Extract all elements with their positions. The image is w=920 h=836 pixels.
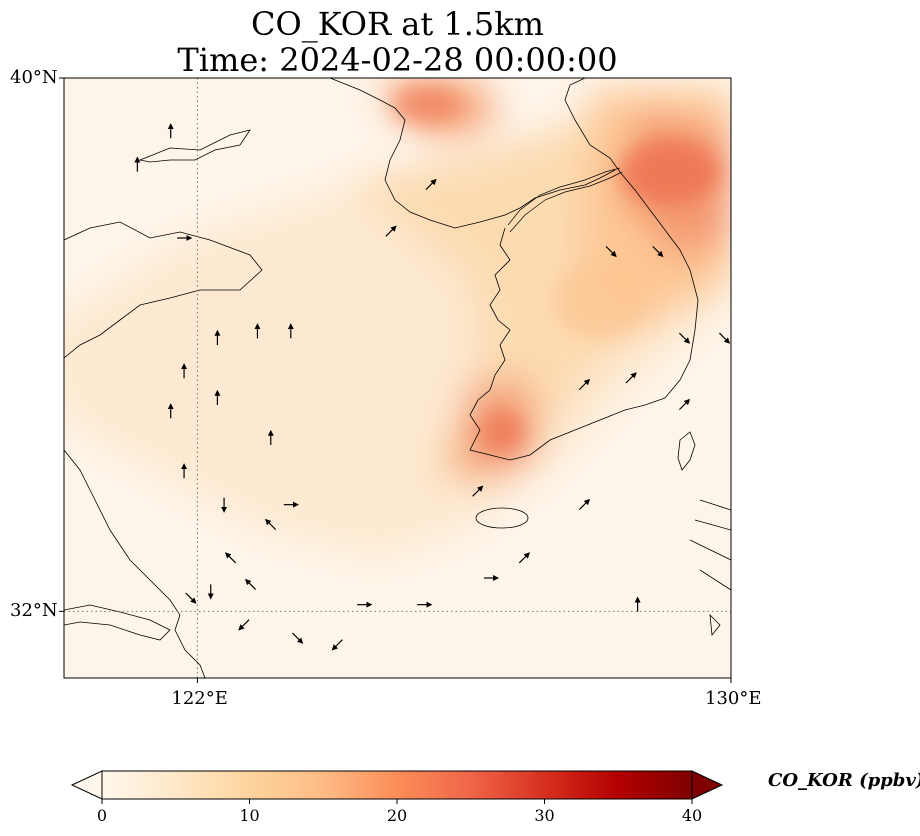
colorbar-label: CO_KOR (ppbv) — [768, 770, 920, 791]
colorbar-tick-label: 40 — [681, 806, 703, 825]
map-frame — [63, 77, 732, 679]
wind-vector-arrow — [185, 592, 197, 604]
korea-east-coast — [564, 78, 699, 399]
wind-vector-arrow — [238, 619, 250, 631]
korea-border — [507, 167, 623, 233]
wind-vector-arrow — [625, 372, 637, 384]
colorbar-extend-low — [70, 770, 103, 800]
jiangsu-coast — [64, 449, 206, 678]
wind-vector-arrow — [678, 332, 691, 344]
kyushu-coast — [689, 499, 731, 591]
wind-vector-arrow — [518, 552, 531, 564]
coastlines — [64, 78, 731, 678]
liaoning-coast — [329, 78, 616, 229]
liaodong-coast — [138, 129, 251, 163]
wind-vectors — [134, 123, 731, 651]
colorbar-tick-label: 20 — [386, 806, 408, 825]
colorbar-ticks — [101, 799, 693, 804]
tsushima — [677, 431, 696, 471]
figure-title-line2: Time: 2024-02-28 00:00:00 — [177, 41, 618, 79]
wind-vector-arrow — [292, 632, 304, 644]
wind-vector-arrow — [425, 178, 437, 191]
wind-vector-arrow — [224, 552, 237, 564]
colorbar-body — [101, 770, 693, 800]
wind-vector-arrow — [652, 245, 664, 258]
wind-vector-arrow — [331, 639, 343, 651]
jeju-island — [475, 507, 529, 529]
gridlines — [64, 78, 731, 678]
co-concentration-field — [64, 78, 731, 678]
shandong-coast — [64, 221, 263, 359]
co-field-peaks — [394, 86, 720, 454]
lon-tick-130: 130°E — [705, 688, 762, 709]
wind-vector-arrow — [578, 378, 591, 391]
lat-tick-40: 40°N — [10, 67, 58, 88]
wind-vector-arrow — [718, 332, 731, 344]
wind-vector-arrow — [264, 518, 277, 531]
wind-vector-arrow — [578, 498, 591, 511]
colorbar-tick-label: 10 — [239, 806, 260, 825]
colorbar-tick-label: 30 — [534, 806, 555, 825]
yangtze-estuary — [64, 604, 171, 641]
colorbar-tick-label: 0 — [96, 806, 108, 825]
colorbar-extend-high — [691, 770, 724, 800]
wind-vector-arrow — [678, 398, 691, 411]
wind-vector-arrow — [244, 578, 257, 591]
figure-title-line1: CO_KOR at 1.5km — [251, 5, 544, 43]
korea-west-south-coast — [469, 227, 666, 461]
lat-tick-32: 32°N — [10, 600, 58, 622]
wind-vector-arrow — [385, 225, 397, 237]
axis-ticks — [59, 77, 732, 683]
wind-vector-arrow — [605, 245, 617, 258]
wind-vector-arrow — [472, 485, 484, 497]
lon-tick-122: 122°E — [171, 688, 228, 709]
